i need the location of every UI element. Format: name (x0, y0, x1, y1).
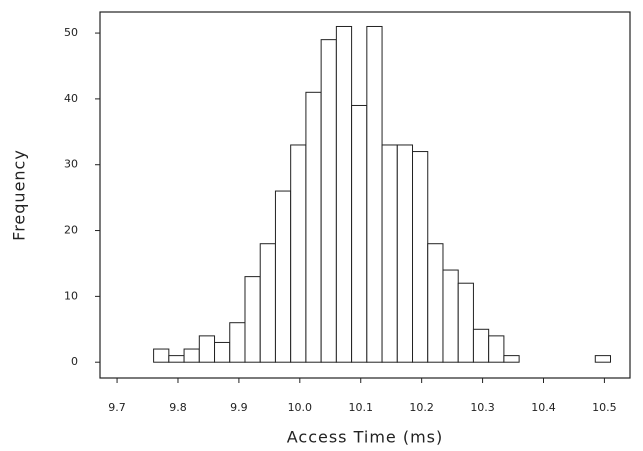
bar (412, 151, 429, 363)
y-tick-label: 20 (64, 224, 78, 237)
bar (305, 91, 322, 363)
x-tick-label: 10.2 (409, 401, 434, 414)
plot-frame (99, 11, 631, 379)
bar (396, 144, 414, 363)
bar (366, 25, 383, 363)
bar (427, 243, 444, 363)
bar (198, 335, 216, 363)
bar (183, 348, 200, 363)
bar (290, 144, 307, 363)
bar (274, 190, 292, 363)
bar (503, 355, 520, 363)
bar (472, 328, 490, 363)
y-tick-label: 40 (64, 92, 78, 105)
x-tick-label: 9.9 (230, 401, 248, 414)
bar (381, 144, 398, 363)
y-tick-label: 50 (64, 26, 78, 39)
x-tick-label: 10.5 (592, 401, 617, 414)
bar (153, 348, 170, 363)
bar (259, 243, 276, 363)
bar (488, 335, 505, 363)
x-tick-label: 10.1 (348, 401, 373, 414)
bar (214, 341, 231, 363)
bar (594, 355, 612, 363)
x-tick-label: 9.8 (169, 401, 187, 414)
bar (457, 282, 474, 363)
y-tick-label: 0 (71, 355, 78, 368)
bar (168, 355, 185, 363)
y-tick-label: 10 (64, 289, 78, 302)
y-axis-title: Frequency (10, 149, 29, 241)
x-tick-label: 9.7 (108, 401, 126, 414)
y-tick-label: 30 (64, 158, 78, 171)
bar (244, 276, 261, 363)
bar (442, 269, 459, 363)
x-tick-label: 10.4 (531, 401, 556, 414)
bar (335, 25, 353, 363)
x-tick-label: 10.0 (288, 401, 313, 414)
bar (229, 322, 246, 363)
x-axis-title: Access Time (ms) (287, 428, 444, 447)
bar (320, 39, 337, 363)
x-tick-label: 10.3 (470, 401, 495, 414)
bar (351, 104, 368, 363)
